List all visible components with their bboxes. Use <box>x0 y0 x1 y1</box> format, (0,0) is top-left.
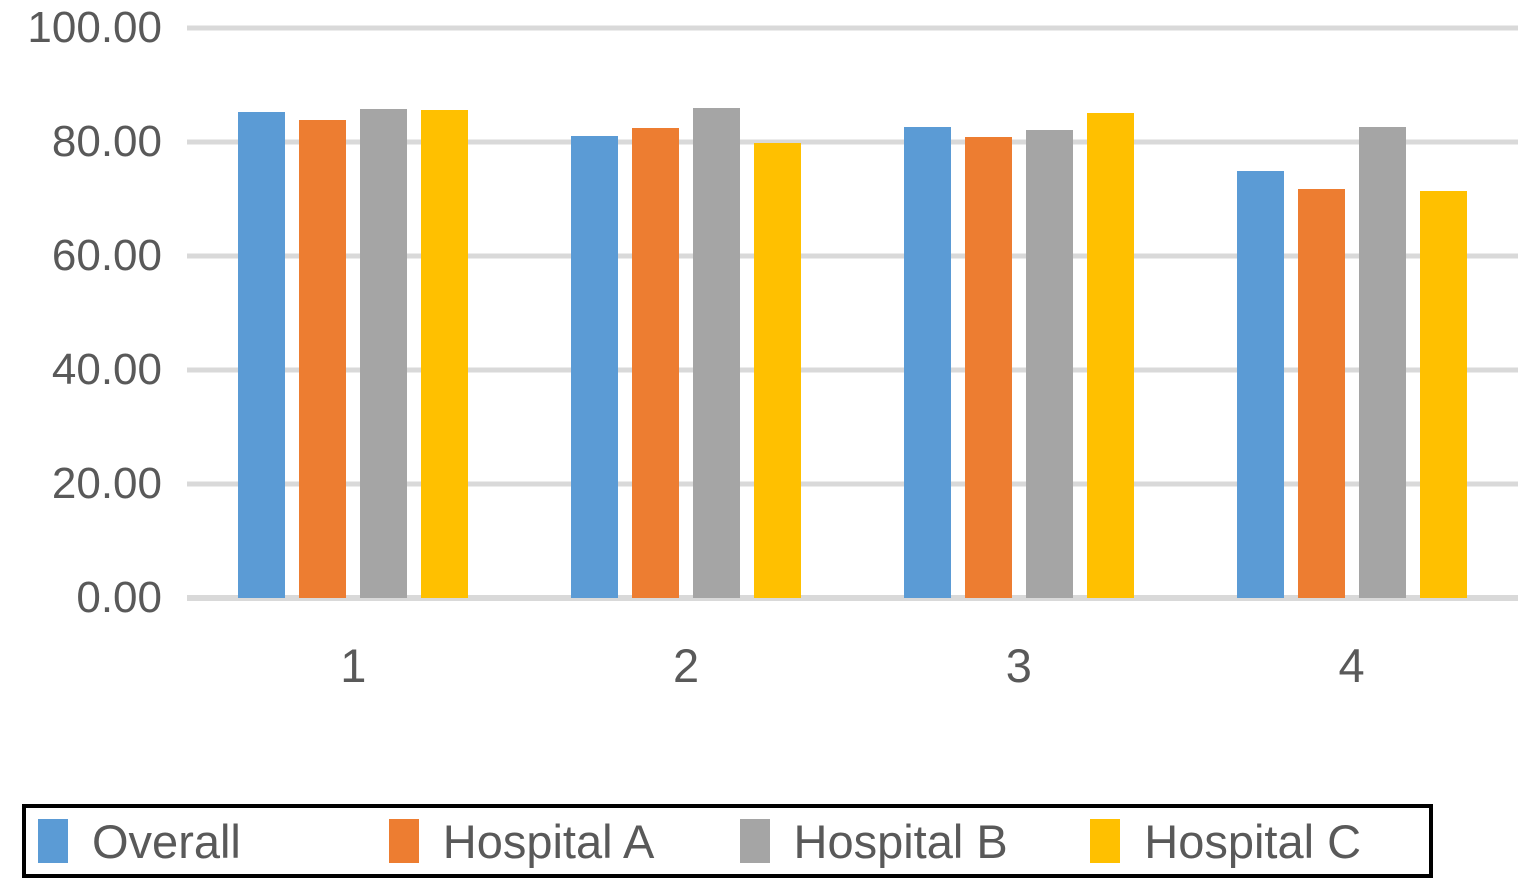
gridline <box>187 253 1518 259</box>
legend-swatch-icon <box>388 819 419 863</box>
y-axis-tick-label: 80.00 <box>51 117 162 166</box>
bar-hospital-c-1 <box>421 109 469 598</box>
x-axis-baseline <box>187 595 1518 601</box>
bar-hospital-b-4 <box>1358 126 1406 598</box>
legend-item-hospital-c: Hospital C <box>1078 814 1429 869</box>
bar-group-4 <box>1185 28 1518 598</box>
bar-hospital-b-2 <box>693 108 741 598</box>
bar-hospital-b-3 <box>1025 130 1073 598</box>
gridline <box>187 367 1518 373</box>
bar-group-1 <box>187 28 520 598</box>
bar-hospital-a-3 <box>964 137 1012 598</box>
bar-hospital-a-4 <box>1297 189 1345 598</box>
y-axis-tick-label: 20.00 <box>51 459 162 508</box>
legend-label: Hospital B <box>793 814 1008 868</box>
bar-overall-3 <box>903 126 951 598</box>
bar-group-2 <box>520 28 853 598</box>
bar-hospital-a-2 <box>632 127 680 598</box>
y-axis-tick-label: 60.00 <box>51 231 162 280</box>
legend-swatch-icon <box>38 819 68 863</box>
bar-overall-2 <box>571 135 619 598</box>
x-axis-tick-label: 3 <box>1005 639 1032 692</box>
legend-label: Hospital C <box>1144 814 1362 868</box>
legend-swatch-icon <box>739 819 770 863</box>
bar-hospital-a-1 <box>299 120 347 598</box>
bar-hospital-c-3 <box>1086 112 1134 598</box>
bar-overall-1 <box>238 112 286 598</box>
x-axis-tick-label: 2 <box>673 639 700 692</box>
gridline <box>187 25 1518 31</box>
y-axis-tick-label: 0.00 <box>76 573 162 622</box>
bar-overall-4 <box>1236 171 1284 598</box>
legend-swatch-icon <box>1090 819 1121 863</box>
gridline <box>187 481 1518 487</box>
bar-hospital-c-2 <box>754 143 802 598</box>
legend-label: Hospital A <box>442 814 655 868</box>
y-axis-tick-label: 100.00 <box>27 3 162 52</box>
legend-item-hospital-a: Hospital A <box>377 814 728 869</box>
legend-item-hospital-b: Hospital B <box>728 814 1079 869</box>
x-axis: 1 2 3 4 <box>187 638 1518 693</box>
y-axis-tick-label: 40.00 <box>51 345 162 394</box>
bar-hospital-c-4 <box>1419 191 1467 598</box>
gridline <box>187 139 1518 145</box>
bar-hospital-b-1 <box>360 108 408 598</box>
bar-group-3 <box>853 28 1186 598</box>
legend-item-overall: Overall <box>26 814 377 869</box>
legend: Overall Hospital A Hospital B Hospital C <box>22 804 1433 878</box>
bar-groups-layer <box>187 28 1518 598</box>
plot-area <box>187 25 1518 601</box>
legend-label: Overall <box>92 814 241 868</box>
x-axis-tick-label: 1 <box>340 639 367 692</box>
x-axis-tick-label: 4 <box>1338 639 1365 692</box>
